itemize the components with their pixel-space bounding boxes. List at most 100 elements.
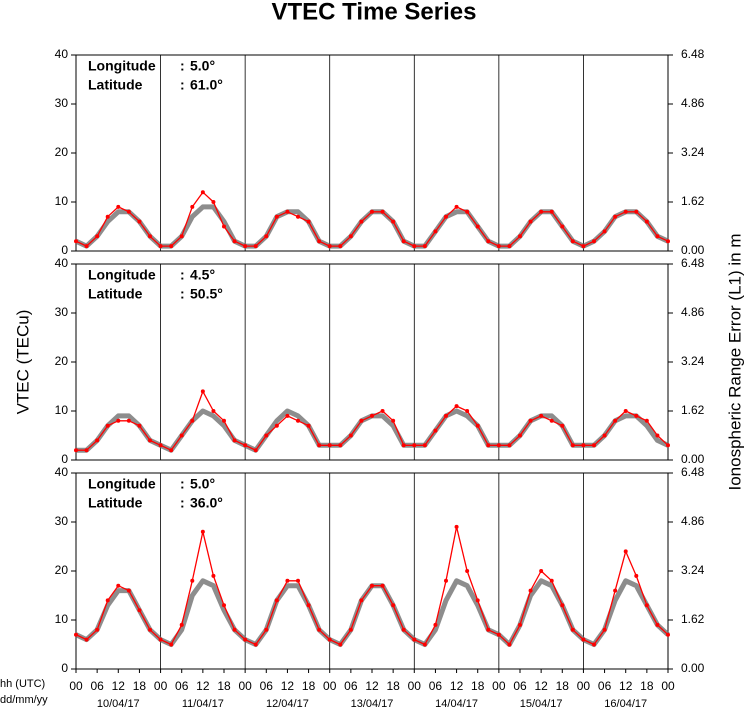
vtec-point	[644, 219, 649, 224]
vtec-point	[274, 423, 279, 428]
vtec-point	[391, 603, 396, 608]
vtec-point	[475, 598, 480, 603]
x-tick-label: 12	[281, 679, 295, 693]
y-axis-label: VTEC (TECu)	[13, 310, 32, 415]
vtec-point	[465, 569, 470, 573]
x-tick-label: 06	[513, 679, 527, 693]
date-label: 14/04/17	[435, 698, 478, 710]
x-tick-label: 06	[90, 679, 104, 693]
vtec-point	[169, 448, 174, 453]
vtec-point	[232, 438, 237, 443]
vtec-point	[518, 234, 522, 239]
vtec-point	[95, 234, 100, 239]
vtec-point	[560, 423, 565, 428]
vtec-point	[253, 642, 258, 647]
vtec-line	[76, 390, 669, 451]
y2-tick-label: 3.24	[681, 145, 705, 159]
vtec-point	[148, 438, 152, 443]
vtec-point	[422, 642, 427, 647]
x-tick-label: 06	[598, 679, 612, 693]
y-tick-label: 10	[55, 403, 69, 417]
vtec-point	[655, 234, 660, 239]
vtec-point	[444, 214, 448, 219]
vtec-point	[380, 583, 385, 588]
vtec-point	[549, 209, 554, 214]
vtec-point	[507, 244, 512, 249]
x-tick-label: 18	[386, 679, 400, 693]
vtec-point	[105, 214, 110, 219]
y-tick-label: 0	[61, 452, 68, 466]
vtec-point	[486, 443, 491, 448]
vtec-point	[581, 637, 586, 642]
y2-tick-label: 3.24	[681, 354, 705, 368]
x-tick-label: 12	[534, 679, 548, 693]
vtec-point	[412, 244, 417, 249]
vtec-point	[222, 603, 226, 608]
vtec-point	[634, 573, 639, 578]
x-tick-label: 12	[196, 679, 210, 693]
vtec-point	[105, 598, 110, 603]
vtec-point	[401, 443, 406, 448]
y-tick-label: 20	[55, 563, 69, 577]
vtec-point	[200, 529, 205, 534]
vtec-point	[486, 239, 491, 244]
vtec-point	[602, 433, 607, 438]
vtec-point	[496, 244, 501, 249]
vtec-point	[190, 418, 195, 423]
vtec-point	[570, 239, 575, 244]
vtec-point	[592, 239, 596, 244]
vtec-point	[465, 409, 470, 413]
vtec-point	[338, 642, 343, 647]
vtec-point	[296, 418, 300, 423]
y-tick-label: 40	[55, 256, 69, 270]
annotation-label: Longitude	[88, 267, 156, 283]
vtec-point	[327, 637, 332, 642]
vtec-point	[412, 443, 417, 448]
vtec-point	[317, 239, 322, 244]
vtec-point	[422, 244, 427, 249]
vtec-point	[370, 413, 374, 418]
vtec-point	[317, 627, 322, 632]
date-label: 13/04/17	[351, 698, 394, 710]
vtec-point	[137, 219, 142, 224]
vtec-point	[232, 627, 237, 632]
x-tick-label: 00	[323, 679, 337, 693]
vtec-point	[126, 418, 131, 423]
x-tick-label: 18	[133, 679, 147, 693]
vtec-point	[644, 418, 649, 423]
vtec-point	[348, 627, 353, 632]
y-tick-label: 0	[61, 661, 68, 675]
annotation-value: 36.0°	[190, 495, 223, 511]
vtec-point	[391, 219, 396, 224]
vtec-point	[475, 224, 480, 229]
y2-tick-label: 0.00	[681, 243, 705, 257]
vtec-point	[327, 244, 332, 249]
vtec-point	[613, 588, 618, 593]
vtec-point	[507, 642, 512, 647]
vtec-point	[666, 632, 670, 637]
vtec-point	[454, 204, 459, 209]
y-tick-label: 40	[55, 465, 69, 479]
x-tick-label: 18	[556, 679, 570, 693]
vtec-point	[116, 204, 121, 209]
vtec-point	[243, 244, 248, 249]
vtec-point	[317, 443, 322, 448]
vtec-point	[148, 627, 152, 632]
annotation-label: Latitude	[88, 77, 143, 93]
vtec-point	[592, 443, 596, 448]
vtec-point	[465, 209, 470, 214]
vtec-point	[137, 423, 142, 428]
vtec-point	[570, 443, 575, 448]
annotation-value: 5.0°	[190, 58, 215, 74]
vtec-point	[655, 622, 660, 627]
vtec-point	[74, 239, 78, 244]
vtec-point	[190, 204, 195, 209]
vtec-point	[486, 627, 491, 632]
vtec-point	[391, 418, 396, 423]
vtec-point	[200, 190, 205, 195]
vtec-point	[285, 578, 290, 583]
vtec-point	[84, 637, 89, 642]
vtec-point	[666, 239, 670, 244]
x-tick-label: 12	[365, 679, 379, 693]
vtec-point	[528, 418, 533, 423]
